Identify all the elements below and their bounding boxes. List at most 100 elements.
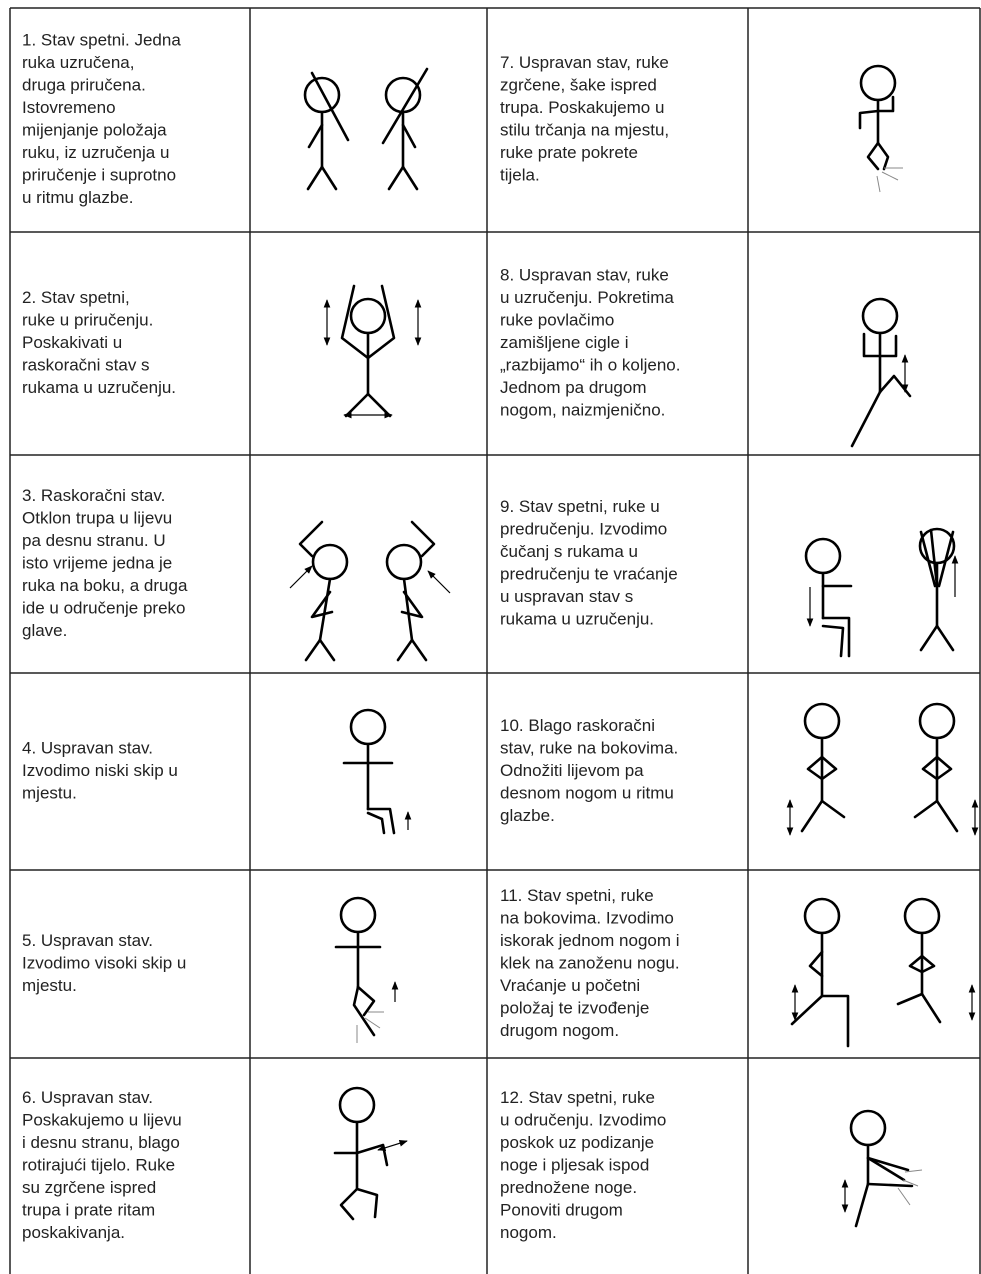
- figure-limb: [820, 994, 850, 1048]
- figure-head: [349, 708, 387, 746]
- stick-figure: [340, 284, 396, 418]
- description-line: drugom nogom.: [500, 1021, 619, 1040]
- figure-limb: [821, 616, 851, 658]
- stick-figure: [918, 527, 956, 652]
- description-line: u uspravan stav s: [500, 587, 633, 606]
- description-line: „razbijamo“ ih o koljeno.: [500, 355, 680, 374]
- description-line: su zgrčene ispred: [22, 1178, 156, 1197]
- figure-head: [861, 297, 899, 335]
- description-line: rotirajući tijelo. Ruke: [22, 1155, 175, 1174]
- figure-limb: [919, 624, 939, 652]
- figure-head: [803, 702, 841, 740]
- figure-head: [385, 543, 423, 581]
- description-line: stilu trčanja na mjestu,: [500, 121, 669, 140]
- description-line: mjestu.: [22, 976, 77, 995]
- impact-spark: [364, 1017, 381, 1029]
- figure-limb: [866, 1156, 910, 1172]
- figure-head: [803, 897, 841, 935]
- figure-limb: [366, 811, 386, 835]
- figure-limb: [908, 954, 924, 974]
- figure-limb: [318, 638, 336, 662]
- description-line: isto vrijeme jedna je: [22, 553, 172, 572]
- figure-limb: [921, 755, 953, 781]
- description-line: 7. Uspravan stav, ruke: [500, 53, 669, 72]
- description-line: tijela.: [500, 166, 540, 185]
- impact-spark: [902, 1179, 919, 1187]
- figure-head: [859, 64, 897, 102]
- figure-limb: [344, 392, 370, 418]
- description-line: 4. Uspravan stav.: [22, 738, 153, 757]
- description-line: druga priručena.: [22, 76, 146, 95]
- description-line: Ponoviti drugom: [500, 1200, 623, 1219]
- figure-limb: [366, 284, 396, 360]
- figure-limb: [410, 520, 436, 558]
- stick-figure: [298, 520, 349, 662]
- figure-limb: [854, 1182, 870, 1228]
- figure-limb: [920, 954, 936, 974]
- description-line: rukama u uzručenju.: [500, 610, 654, 629]
- motion-arrow: [289, 565, 313, 589]
- figure-limb: [862, 332, 882, 358]
- figure-head: [338, 1086, 376, 1124]
- motion-arrow: [377, 1140, 408, 1151]
- description-line: prednožene noge.: [500, 1178, 637, 1197]
- figure-limb: [896, 992, 924, 1006]
- stick-figure: [381, 67, 429, 191]
- figure-limb: [401, 165, 419, 191]
- description-line: raskoračni stav s: [22, 355, 150, 374]
- figure-limb: [366, 807, 396, 835]
- figure-limb: [937, 530, 955, 588]
- stick-figure: [800, 702, 846, 833]
- description-line: ruka na boku, a druga: [22, 576, 188, 595]
- stick-figure: [849, 1109, 914, 1228]
- figure-limb: [821, 624, 845, 658]
- description-line: Vraćanje u početni: [500, 976, 640, 995]
- description-line: predručenju te vraćanje: [500, 565, 678, 584]
- description-line: priručenje i suprotno: [22, 166, 176, 185]
- description-line: pa desnu stranu. U: [22, 531, 166, 550]
- impact-spark: [897, 1187, 911, 1206]
- description-line: 11. Stav spetni, ruke: [500, 886, 654, 905]
- description-line: ruke povlačimo: [500, 310, 614, 329]
- stick-figure: [913, 702, 959, 833]
- figure-limb: [410, 638, 428, 662]
- description-line: 8. Uspravan stav, ruke: [500, 265, 669, 284]
- stick-figure: [858, 64, 897, 171]
- description-line: 9. Stav spetni, ruke u: [500, 497, 660, 516]
- figure-head: [849, 1109, 887, 1147]
- description-line: 3. Raskoračni stav.: [22, 486, 165, 505]
- description-line: desnom nogom u ritmu: [500, 783, 674, 802]
- figure-limb: [866, 1182, 914, 1188]
- figure-limb: [866, 141, 880, 171]
- impact-spark: [876, 175, 881, 193]
- description-line: čučanj s rukama u: [500, 542, 638, 561]
- description-line: zamišljene cigle i: [500, 333, 629, 352]
- description-line: ruke u priručenju.: [22, 310, 153, 329]
- figure-limb: [876, 95, 895, 113]
- figure-limb: [876, 141, 890, 171]
- figure-limb: [935, 799, 959, 833]
- figure-head: [339, 896, 377, 934]
- figure-limb: [401, 123, 417, 149]
- description-line: trupa i prate ritam: [22, 1200, 155, 1219]
- stick-figure: [333, 1086, 389, 1221]
- description-line: 2. Stav spetni,: [22, 288, 130, 307]
- description-line: noge i pljesak ispod: [500, 1155, 649, 1174]
- description-line: ruke prate pokrete: [500, 143, 638, 162]
- description-line: klek na zanoženu nogu.: [500, 953, 680, 972]
- figure-limb: [318, 577, 332, 642]
- description-line: nogom.: [500, 1223, 557, 1242]
- description-line: Istovremeno: [22, 98, 116, 117]
- figure-head: [311, 543, 349, 581]
- figure-limb: [920, 992, 942, 1024]
- motion-arrow: [427, 570, 451, 594]
- figure-limb: [304, 638, 322, 662]
- description-line: 1. Stav spetni. Jedna: [22, 31, 181, 50]
- stick-figure: [342, 708, 396, 835]
- description-line: ide u odručenje preko: [22, 598, 186, 617]
- figure-limb: [858, 109, 880, 130]
- description-line: trupa. Poskakujemo u: [500, 98, 664, 117]
- figure-limb: [310, 71, 350, 142]
- description-line: mjestu.: [22, 783, 77, 802]
